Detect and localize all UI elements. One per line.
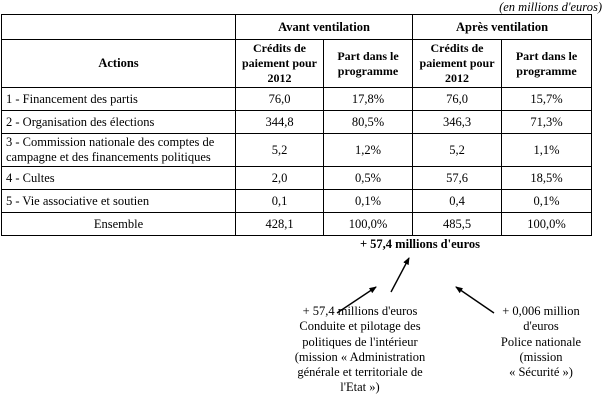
unit-note: (en millions d'euros)	[499, 0, 602, 14]
value-cell: 5,2	[412, 133, 503, 167]
value-cell: 76,0	[235, 87, 324, 111]
table-row: 3 - Commission nationale des comptes de …	[1, 133, 593, 167]
value-cell: 76,0	[412, 87, 503, 111]
value-cell: 17,8%	[322, 87, 414, 111]
corner-cell	[1, 14, 236, 40]
value-cell: 80,5%	[322, 110, 414, 134]
value-cell: 71,3%	[501, 110, 593, 134]
value-cell: 0,1%	[322, 189, 414, 213]
total-row: Ensemble 428,1 100,0% 485,5 100,0%	[1, 212, 593, 236]
value-cell: 0,1%	[501, 189, 593, 213]
avant-credits-column-header: Crédits de paiement pour 2012	[235, 39, 324, 88]
apres-credits-column-header: Crédits de paiement pour 2012	[412, 39, 503, 88]
table-row: 5 - Vie associative et soutien 0,1 0,1% …	[1, 189, 593, 213]
table-row: 4 - Cultes 2,0 0,5% 57,6 18,5%	[1, 166, 593, 190]
action-label: 5 - Vie associative et soutien	[1, 189, 236, 213]
value-cell: 100,0%	[322, 212, 414, 236]
apres-part-column-header: Part dans le programme	[501, 39, 593, 88]
value-cell: 0,5%	[322, 166, 414, 190]
value-cell: 346,3	[412, 110, 503, 134]
value-cell: 5,2	[235, 133, 324, 167]
value-cell: 485,5	[412, 212, 503, 236]
actions-column-header: Actions	[1, 39, 236, 88]
value-cell: 428,1	[235, 212, 324, 236]
action-label: 3 - Commission nationale des comptes de …	[1, 133, 236, 167]
column-header-row: Actions Crédits de paiement pour 2012 Pa…	[1, 39, 593, 88]
action-label: 2 - Organisation des élections	[1, 110, 236, 134]
value-cell: 57,6	[412, 166, 503, 190]
total-delta-callout: + 57,4 millions d'euros	[359, 237, 481, 251]
value-cell: 15,7%	[501, 87, 593, 111]
total-label: Ensemble	[1, 212, 236, 236]
avant-ventilation-header: Avant ventilation	[234, 14, 414, 40]
annotation-right: + 0,006 million d'euros Police nationale…	[500, 304, 582, 379]
value-cell: 0,4	[412, 189, 503, 213]
value-cell: 1,2%	[322, 133, 414, 167]
avant-part-column-header: Part dans le programme	[322, 39, 414, 88]
value-cell: 344,8	[235, 110, 324, 134]
action-label: 1 - Financement des partis	[1, 87, 236, 111]
table-row: 2 - Organisation des élections 344,8 80,…	[1, 110, 593, 134]
value-cell: 1,1%	[501, 133, 593, 167]
group-header-row: Avant ventilation Après ventilation	[1, 14, 593, 40]
value-cell: 2,0	[235, 166, 324, 190]
ventilation-table: Avant ventilation Après ventilation Acti…	[1, 14, 593, 236]
value-cell: 18,5%	[501, 166, 593, 190]
value-cell: 100,0%	[501, 212, 593, 236]
annotation-left: + 57,4 millions d'euros Conduite et pilo…	[294, 304, 426, 395]
apres-ventilation-header: Après ventilation	[412, 14, 593, 40]
action-label: 4 - Cultes	[1, 166, 236, 190]
value-cell: 0,1	[235, 189, 324, 213]
arrow-up-icon	[390, 257, 410, 293]
table-row: 1 - Financement des partis 76,0 17,8% 76…	[1, 87, 593, 111]
